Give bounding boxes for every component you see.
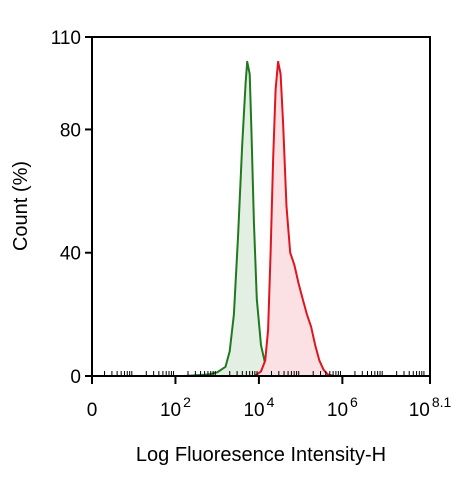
y-tick-label: 110 [51,28,81,49]
y-axis-title: Count (%) [10,161,32,251]
y-tick-label: 0 [70,367,81,388]
x-tick-label: 10 4 [243,394,274,421]
x-minor-ticks [104,371,425,376]
series-1-line [254,60,335,377]
x-tick-label: 10 6 [327,394,358,421]
x-tick-label: 10 8.1 [409,394,452,421]
plot-frame [91,36,431,377]
x-tick-label: 10 2 [160,394,191,421]
series-layer [183,60,335,377]
y-tick-label: 40 [60,244,81,265]
y-tick-label: 80 [60,120,81,141]
series-0-line [183,60,281,377]
y-axis: 0 40 80 110 [51,28,92,388]
x-axis: 0 10 2 10 4 10 6 10 8.1 [87,376,452,421]
series-1-fill [254,61,334,376]
x-tick-label: 0 [87,400,98,421]
x-axis-title: Log Fluoresence Intensity-H [136,444,386,466]
